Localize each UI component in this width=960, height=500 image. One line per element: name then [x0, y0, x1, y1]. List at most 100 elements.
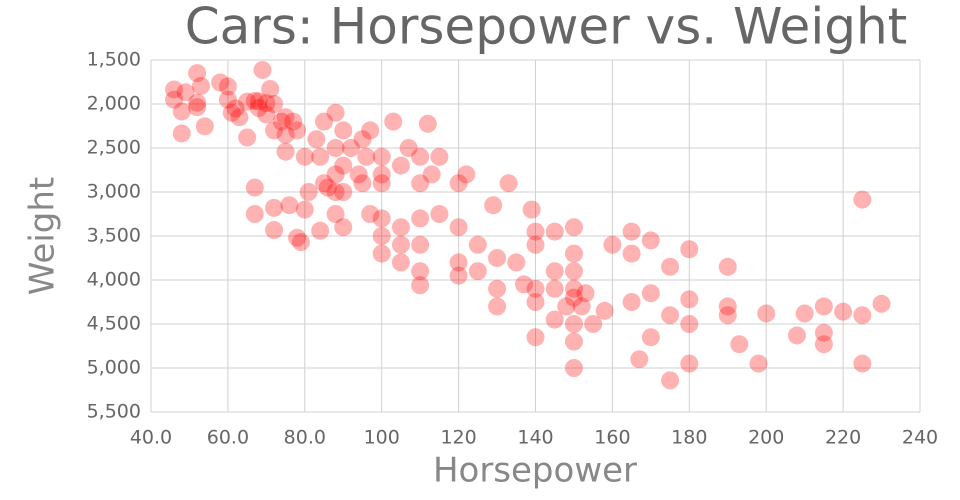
point	[276, 108, 295, 127]
point	[680, 290, 699, 309]
point	[361, 121, 380, 140]
point	[572, 297, 591, 316]
point	[172, 102, 191, 121]
point	[195, 117, 214, 136]
point	[584, 315, 603, 333]
point	[545, 262, 564, 281]
point	[514, 275, 533, 294]
x-tick-label: 160	[594, 427, 630, 449]
point	[211, 73, 230, 92]
point	[391, 156, 410, 175]
point	[872, 294, 891, 313]
point	[595, 301, 614, 320]
x-tick-label: 100	[364, 427, 400, 449]
x-tick-label: 80.0	[284, 427, 326, 449]
point	[334, 183, 353, 201]
point	[814, 335, 833, 354]
point	[576, 284, 595, 303]
point	[661, 306, 680, 325]
point	[230, 108, 249, 127]
point	[299, 183, 318, 201]
point	[372, 165, 391, 184]
point	[507, 253, 526, 272]
point	[218, 90, 237, 109]
point	[361, 205, 380, 223]
point	[318, 178, 337, 197]
point	[176, 83, 195, 102]
point	[545, 310, 564, 329]
point	[295, 200, 314, 219]
point	[276, 125, 295, 144]
point	[226, 99, 245, 118]
point	[622, 222, 641, 241]
point	[603, 235, 622, 254]
point	[411, 209, 430, 228]
point	[526, 235, 545, 254]
point	[165, 80, 184, 99]
point	[641, 328, 660, 347]
x-tick-label: 180	[671, 427, 707, 449]
y-tick-label: 4,500	[87, 313, 141, 335]
point	[249, 98, 268, 117]
point	[564, 288, 583, 307]
point	[257, 105, 276, 124]
point	[430, 205, 449, 223]
chart-title: Cars: Horsepower vs. Weight	[185, 0, 908, 56]
point	[411, 276, 430, 295]
point	[357, 147, 376, 166]
point	[265, 121, 284, 140]
point	[680, 354, 699, 373]
point	[295, 147, 314, 166]
point	[641, 284, 660, 303]
point	[418, 114, 437, 133]
point	[411, 174, 430, 193]
point	[422, 165, 441, 184]
x-axis-title: Horsepower	[433, 451, 637, 491]
point	[238, 128, 257, 147]
point	[249, 92, 268, 111]
point	[188, 64, 207, 83]
point	[311, 221, 330, 240]
point	[545, 222, 564, 241]
point	[853, 190, 872, 209]
point	[564, 315, 583, 333]
point	[411, 262, 430, 281]
point	[814, 323, 833, 342]
y-tick-label: 2,500	[87, 137, 141, 159]
point	[545, 279, 564, 298]
point	[261, 80, 280, 99]
x-tick-label: 200	[748, 427, 784, 449]
x-tick-label: 40.0	[130, 427, 172, 449]
point	[661, 257, 680, 276]
point	[334, 218, 353, 237]
point	[188, 98, 207, 117]
y-tick-label: 5,000	[87, 357, 141, 379]
point	[564, 244, 583, 263]
point	[757, 304, 776, 323]
point	[353, 130, 372, 149]
point	[165, 90, 184, 109]
point	[334, 121, 353, 140]
point	[564, 359, 583, 377]
point	[522, 200, 541, 219]
point	[526, 222, 545, 241]
point	[326, 165, 345, 184]
point	[284, 112, 303, 131]
point	[749, 354, 768, 373]
point	[391, 235, 410, 254]
point	[468, 262, 487, 281]
point	[630, 350, 649, 369]
y-tick-label: 3,500	[87, 225, 141, 247]
point	[564, 332, 583, 351]
point	[372, 244, 391, 263]
point	[680, 240, 699, 259]
x-tick-label: 60.0	[207, 427, 249, 449]
point	[795, 304, 814, 323]
point	[391, 253, 410, 272]
x-tick-label: 240	[902, 427, 938, 449]
point	[468, 235, 487, 254]
point	[291, 233, 310, 252]
x-tick-label: 140	[517, 427, 553, 449]
point	[222, 103, 241, 122]
